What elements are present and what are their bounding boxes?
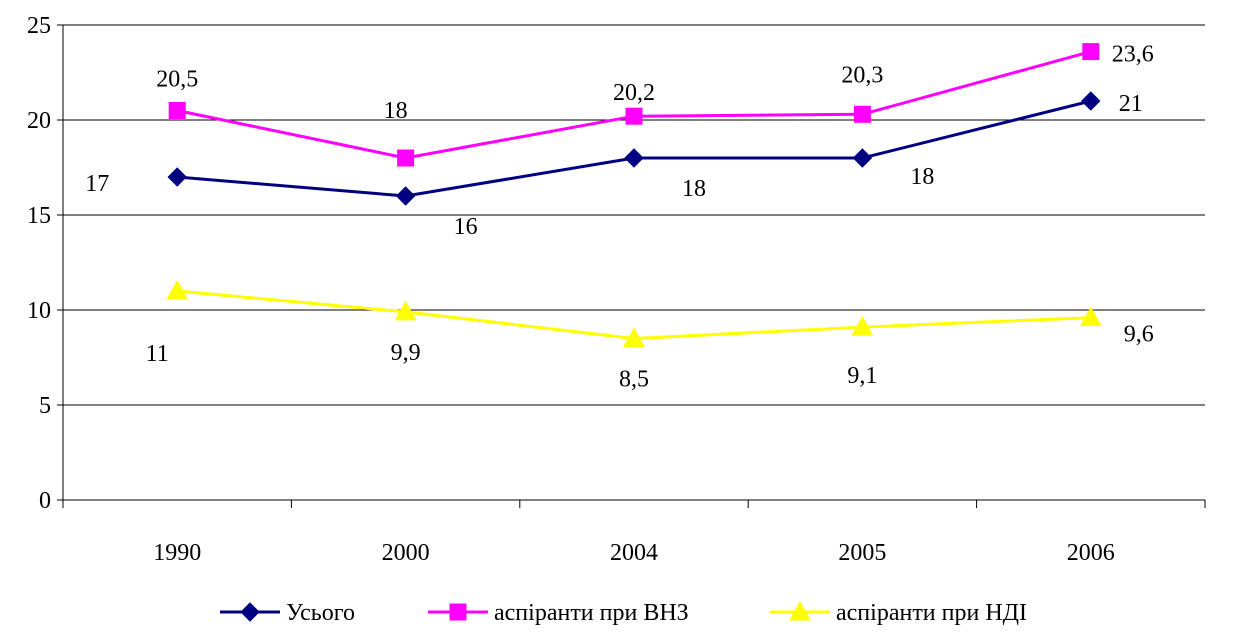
legend-label: аспіранти при НДІ: [836, 600, 1027, 626]
series-1-point: [395, 186, 416, 206]
data-label: 20,3: [841, 62, 883, 88]
series-3-point: [851, 316, 874, 336]
series-3-point: [1079, 306, 1102, 327]
x-tick-label: 2004: [610, 540, 658, 566]
x-tick-label: 2006: [1067, 540, 1115, 566]
data-label: 21: [1119, 91, 1143, 117]
data-label: 16: [454, 214, 478, 240]
y-tick-label: 15: [27, 203, 51, 229]
x-tick-label: 2005: [838, 540, 886, 566]
series-2-point: [1082, 43, 1100, 61]
series-2-point: [397, 149, 415, 167]
y-tick-label: 25: [27, 13, 51, 39]
series-2-point: [168, 102, 186, 119]
series-1-point: [1081, 91, 1101, 111]
legend-marker: [240, 602, 260, 622]
data-label: 20,5: [156, 67, 198, 93]
y-tick-label: 0: [39, 488, 51, 514]
data-label: 9,1: [847, 363, 877, 389]
data-label: 23,6: [1112, 42, 1154, 68]
legend-label: Усього: [286, 600, 355, 626]
y-tick-label: 20: [27, 108, 51, 134]
x-tick-label: 2000: [382, 540, 430, 566]
data-label: 9,9: [391, 340, 421, 366]
series-1-point: [852, 148, 873, 168]
data-label: 8,5: [619, 367, 649, 393]
series-2-point: [853, 105, 871, 123]
y-tick-label: 5: [39, 393, 51, 419]
data-label: 18: [910, 164, 934, 190]
data-label: 18: [682, 176, 706, 202]
legend-marker: [789, 600, 811, 621]
data-label: 18: [384, 98, 408, 124]
data-label: 11: [146, 341, 169, 367]
series-1-point: [624, 148, 644, 168]
series-3-point: [166, 279, 189, 300]
legend-label: аспіранти при ВНЗ: [494, 600, 689, 626]
series-1-point: [167, 167, 187, 187]
x-tick-label: 1990: [153, 540, 201, 566]
series-3-point: [623, 327, 645, 347]
data-label: 17: [85, 171, 109, 197]
y-tick-label: 10: [27, 298, 51, 324]
legend-marker: [449, 603, 467, 621]
data-label: 20,2: [613, 80, 655, 106]
series-3-point: [394, 300, 417, 321]
series-2-point: [625, 107, 643, 125]
data-label: 9,6: [1124, 322, 1154, 348]
